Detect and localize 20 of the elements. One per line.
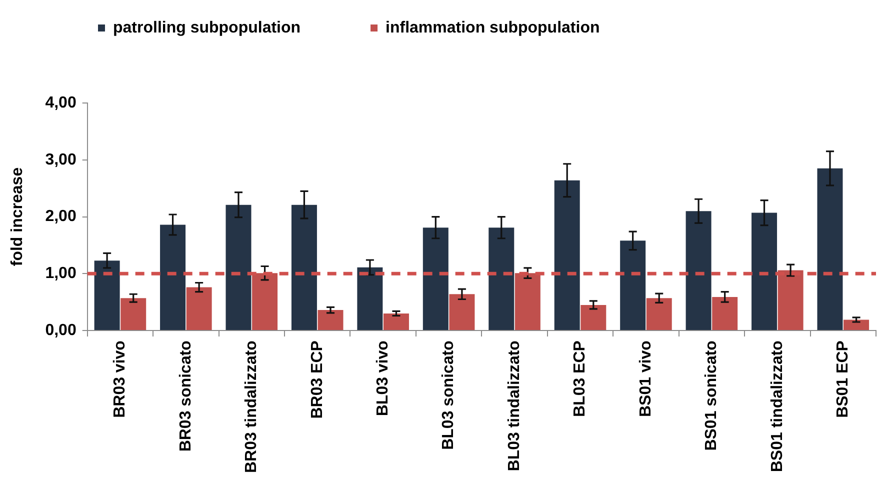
x-tick-label: BS01 vivo — [637, 340, 654, 418]
x-tick-label: BS01 tindalizzato — [768, 340, 786, 472]
y-tick-label: 0,00 — [45, 322, 76, 339]
y-tick-label: 3,00 — [45, 151, 76, 168]
legend-label: inflammation subpopulation — [386, 19, 600, 36]
x-tick-label: BL03 ECP — [572, 340, 589, 418]
x-tick-label: BR03 ECP — [308, 340, 326, 419]
x-tick-label: BS01 ECP — [834, 340, 852, 418]
x-tick-label: BL03 tindalizzato — [506, 340, 523, 472]
y-axis-title: fold increase — [9, 167, 26, 266]
x-tick-label: BL03 vivo — [374, 340, 392, 416]
x-tick-label: BS01 sonicato — [703, 340, 720, 451]
legend-label: patrolling subpopulation — [113, 19, 301, 36]
x-tick-label: BR03 sonicato — [177, 340, 194, 452]
y-tick-label: 1,00 — [45, 265, 76, 282]
y-tick-label: 2,00 — [45, 208, 76, 226]
y-tick-label: 4,00 — [45, 94, 76, 112]
x-tick-label: BR03 tindalizzato — [243, 340, 260, 474]
x-tick-label: BL03 sonicato — [440, 340, 458, 450]
x-tick-label: BR03 vivo — [112, 340, 129, 418]
